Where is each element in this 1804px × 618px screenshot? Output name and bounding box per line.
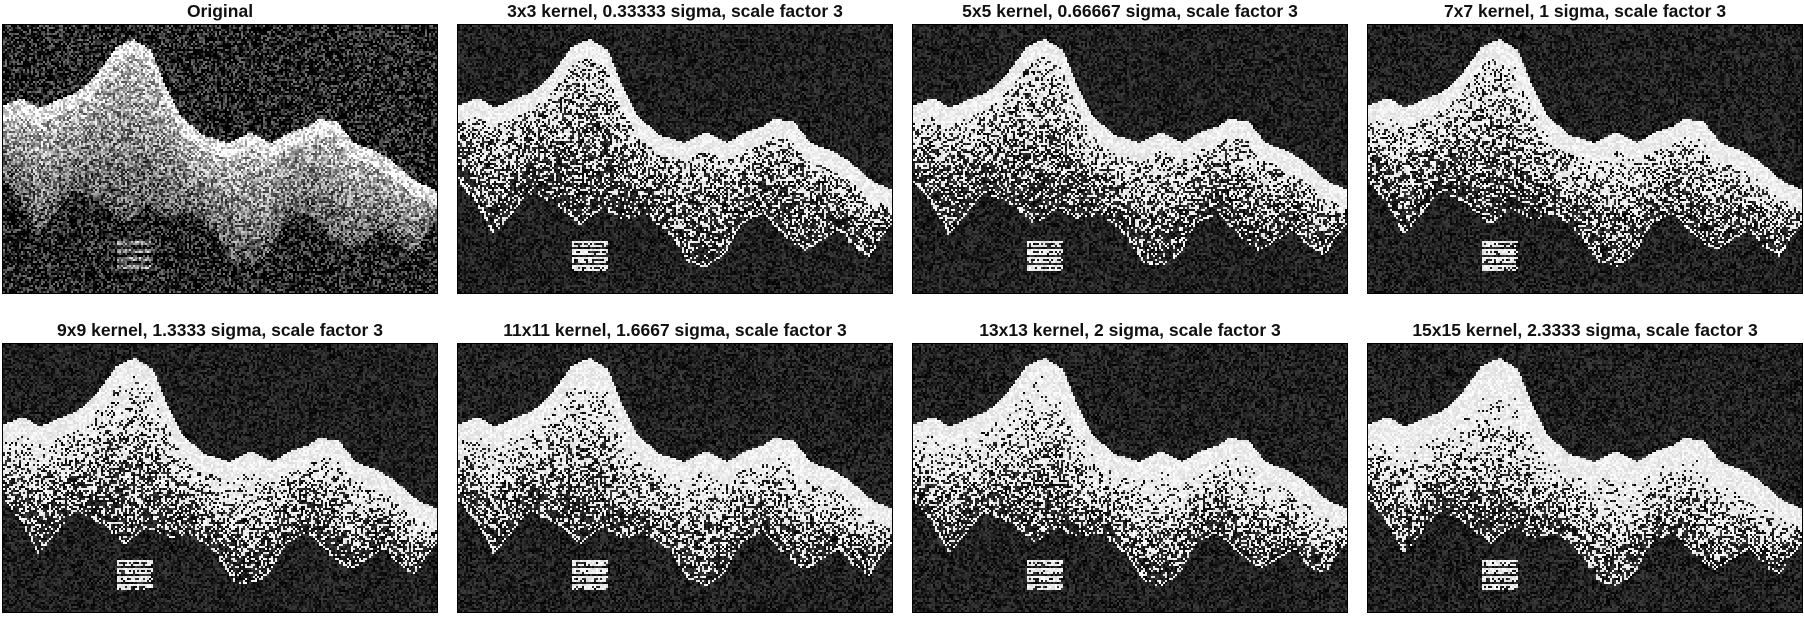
image-filtered-15x15 [1368,344,1802,612]
panel-title: 3x3 kernel, 0.33333 sigma, scale factor … [437,0,913,22]
image-frame [912,343,1348,613]
image-filtered-13x13 [913,344,1347,612]
image-filtered-3x3 [458,25,892,293]
image-frame [457,343,893,613]
panel-title: 5x5 kernel, 0.66667 sigma, scale factor … [892,0,1368,22]
panel-title: Original [0,0,458,22]
image-frame [1367,343,1803,613]
image-frame [912,24,1348,294]
panel-title: 11x11 kernel, 1.6667 sigma, scale factor… [437,319,913,341]
image-frame [2,24,438,294]
image-filtered-11x11 [458,344,892,612]
panel-title: 7x7 kernel, 1 sigma, scale factor 3 [1347,0,1804,22]
panel-title: 9x9 kernel, 1.3333 sigma, scale factor 3 [0,319,458,341]
image-filtered-7x7 [1368,25,1802,293]
image-filtered-9x9 [3,344,437,612]
image-frame [2,343,438,613]
image-frame [457,24,893,294]
image-frame [1367,24,1803,294]
panel-title: 13x13 kernel, 2 sigma, scale factor 3 [892,319,1368,341]
image-filtered-5x5 [913,25,1347,293]
image-original [3,25,437,293]
panel-title: 15x15 kernel, 2.3333 sigma, scale factor… [1347,319,1804,341]
